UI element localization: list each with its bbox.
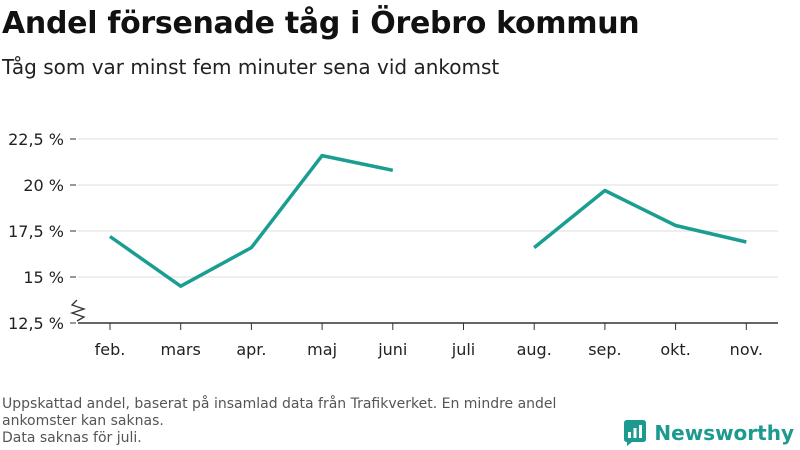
newsworthy-logo-icon — [624, 420, 647, 446]
footnote: Uppskattad andel, baserat på insamlad da… — [2, 396, 632, 447]
chart-title: Andel försenade tåg i Örebro kommun — [2, 6, 640, 41]
footnote-line-source: Uppskattad andel, baserat på insamlad da… — [2, 396, 557, 429]
y-tick-label: 17,5 % — [8, 222, 64, 241]
x-tick-label: nov. — [730, 340, 763, 359]
axis-break-mark — [69, 299, 87, 322]
series-lines — [108, 153, 747, 288]
footnote-line-missing: Data saknas för juli. — [2, 430, 142, 446]
grid-lines — [78, 138, 778, 278]
series-line-segment — [533, 188, 747, 249]
x-tick-label: juli — [451, 340, 475, 359]
x-tick-label: mars — [161, 340, 201, 359]
x-tick-label: maj — [307, 340, 337, 359]
y-tick-label: 15 % — [23, 268, 64, 287]
x-tick-label: sep. — [588, 340, 621, 359]
x-tick-label: feb. — [95, 340, 126, 359]
y-tick-label: 12,5 % — [8, 314, 64, 333]
brand: Newsworthy — [624, 419, 794, 447]
series-line-segment — [108, 153, 394, 288]
brand-name: Newsworthy — [654, 421, 794, 445]
axes — [69, 138, 778, 330]
y-tick-labels: 12,5 % 15 % 17,5 % 20 % 22,5 % — [8, 130, 64, 333]
x-tick-label: okt. — [660, 340, 690, 359]
x-tick-label: juni — [377, 340, 407, 359]
x-tick-label: aug. — [517, 340, 552, 359]
y-tick-label: 22,5 % — [8, 130, 64, 149]
chart-subtitle: Tåg som var minst fem minuter sena vid a… — [2, 55, 500, 79]
x-tick-label: apr. — [236, 340, 266, 359]
y-tick-label: 20 % — [23, 176, 64, 195]
x-tick-labels: feb. mars apr. maj juni juli aug. sep. okt. nov. — [95, 340, 763, 359]
